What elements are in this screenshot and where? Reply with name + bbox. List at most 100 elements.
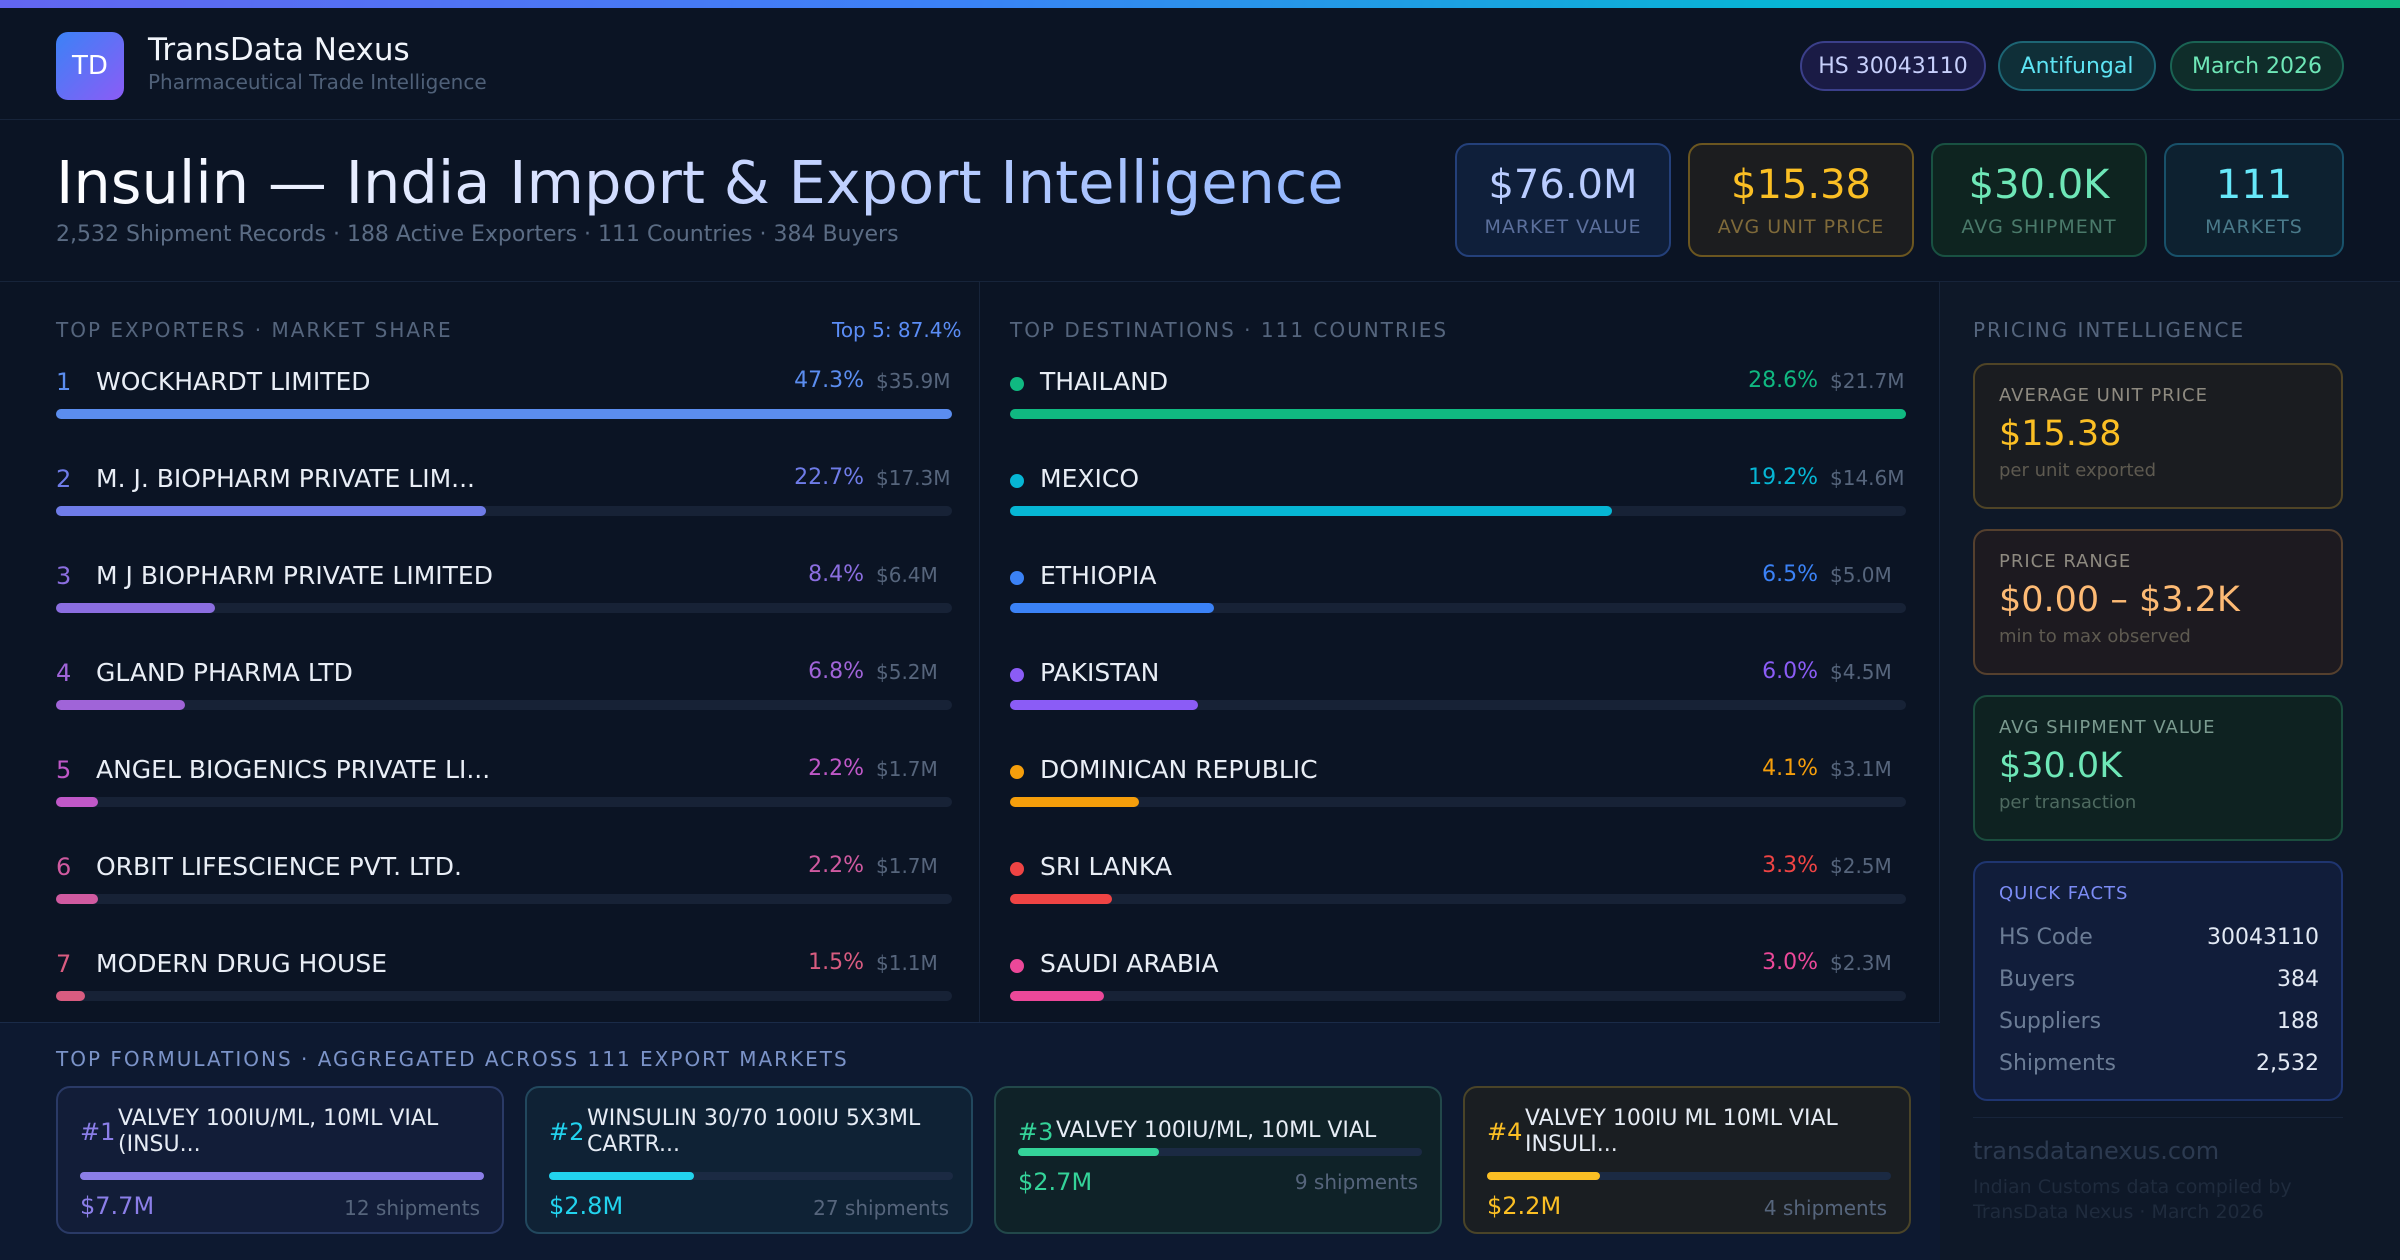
formulation-shipments: 4 shipments — [1763, 1196, 1887, 1220]
kpi-value: $30.0K — [1968, 162, 2110, 208]
formulation-bar-fill — [549, 1172, 695, 1180]
destination-row[interactable]: SAUDI ARABIA 3.0% $2.3M — [1010, 949, 1906, 1010]
exporter-share-pct: 47.3% — [794, 368, 864, 393]
formulation-card[interactable]: #2 WINSULIN 30/70 100IU 5X3ML CARTR... $2.… — [525, 1086, 973, 1234]
formulation-name: VALVEY 100IU ML 10ML VIAL INSULI... — [1525, 1106, 1838, 1157]
destination-share-pct: 4.1% — [1762, 756, 1818, 781]
formulation-rank: #2 — [549, 1118, 585, 1146]
country-dot-icon — [1010, 765, 1024, 779]
formulation-card[interactable]: #4 VALVEY 100IU ML 10ML VIAL INSULI... $2.… — [1463, 1086, 1911, 1234]
share-bar-track — [1010, 409, 1906, 419]
category-pill[interactable]: Antifungal — [1998, 41, 2156, 91]
formulation-bar-fill — [1018, 1148, 1160, 1156]
fact-key: Shipments — [1999, 1051, 2116, 1076]
formulation-card[interactable]: #1 VALVEY 100IU/ML, 10ML VIAL (INSU... $7.… — [56, 1086, 504, 1234]
card-value: $15.38 — [1999, 414, 2122, 454]
destination-amount: $21.7M — [1830, 369, 1905, 393]
formulation-card[interactable]: #3 VALVEY 100IU/ML, 10ML VIAL $2.7M 9 shipm… — [994, 1086, 1442, 1234]
formulation-rank: #4 — [1487, 1118, 1523, 1146]
exporter-rank: 5 — [56, 756, 72, 784]
exporters-panel: TOP EXPORTERS · MARKET SHARE Top 5: 87.4… — [0, 282, 980, 1022]
avg-shipment-value-card: AVG SHIPMENT VALUE $30.0K per transactio… — [1973, 695, 2343, 841]
share-bar-track — [56, 894, 952, 904]
share-bar-fill — [56, 894, 99, 904]
formulation-value: $7.7M — [80, 1192, 155, 1220]
hs-code-pill[interactable]: HS 30043110 — [1800, 41, 1986, 91]
destination-row[interactable]: PAKISTAN 6.0% $4.5M — [1010, 658, 1906, 719]
share-bar-fill — [1010, 603, 1215, 613]
destination-row[interactable]: ETHIOPIA 6.5% $5.0M — [1010, 561, 1906, 622]
destination-amount: $2.5M — [1830, 854, 1892, 878]
exporter-row[interactable]: 4 GLAND PHARMA LTD 6.8% $5.2M — [56, 658, 952, 719]
destination-name: MEXICO — [1040, 464, 1139, 493]
kpi-label: MARKET VALUE — [1484, 216, 1642, 238]
kpi-markets: 111 MARKETS — [2164, 143, 2344, 257]
formulation-value: $2.7M — [1018, 1168, 1093, 1196]
kpi-value: $15.38 — [1731, 162, 1871, 208]
destination-name: DOMINICAN REPUBLIC — [1040, 755, 1318, 784]
site-link[interactable]: transdatanexus.com — [1973, 1137, 2220, 1165]
formulation-name: VALVEY 100IU/ML, 10ML VIAL — [1056, 1118, 1377, 1143]
exporter-row[interactable]: 1 WOCKHARDT LIMITED 47.3% $35.9M — [56, 367, 952, 428]
formulation-bar-fill — [80, 1172, 484, 1180]
exporter-amount: $17.3M — [876, 466, 951, 490]
kpi-avg-unit-price: $15.38 AVG UNIT PRICE — [1688, 143, 1914, 257]
destination-share-pct: 3.3% — [1762, 853, 1818, 878]
formulation-rank: #1 — [80, 1118, 116, 1146]
share-bar-track — [1010, 991, 1906, 1001]
formulation-name: WINSULIN 30/70 100IU 5X3ML CARTR... — [587, 1106, 921, 1157]
app-header: TD TransData Nexus Pharmaceutical Trade … — [0, 8, 2400, 120]
share-bar-track — [56, 603, 952, 613]
destination-amount: $5.0M — [1830, 563, 1892, 587]
share-bar-fill — [56, 991, 85, 1001]
destination-row[interactable]: MEXICO 19.2% $14.6M — [1010, 464, 1906, 525]
share-bar-fill — [56, 797, 99, 807]
fact-row: HS Code 30043110 — [1999, 925, 2319, 955]
country-dot-icon — [1010, 862, 1024, 876]
destination-row[interactable]: THAILAND 28.6% $21.7M — [1010, 367, 1906, 428]
exporter-row[interactable]: 5 ANGEL BIOGENICS PRIVATE LI... 2.2% $1.7M — [56, 755, 952, 816]
fact-row: Buyers 384 — [1999, 967, 2319, 997]
exporter-row[interactable]: 2 M. J. BIOPHARM PRIVATE LIM... 22.7% $17.3… — [56, 464, 952, 525]
exporter-rank: 4 — [56, 659, 72, 687]
share-bar-fill — [1010, 797, 1140, 807]
quick-facts-title: QUICK FACTS — [1999, 883, 2129, 904]
kpi-value: 111 — [2215, 162, 2293, 208]
card-label: AVG SHIPMENT VALUE — [1999, 717, 2216, 738]
title-band: Insulin — India Import & Export Intellig… — [0, 120, 2400, 282]
exporter-row[interactable]: 7 MODERN DRUG HOUSE 1.5% $1.1M — [56, 949, 952, 1010]
exporter-row[interactable]: 6 ORBIT LIFESCIENCE PVT. LTD. 2.2% $1.7M — [56, 852, 952, 913]
exporter-name: M. J. BIOPHARM PRIVATE LIM... — [96, 464, 476, 493]
share-bar-fill — [56, 409, 952, 419]
destination-amount: $14.6M — [1830, 466, 1905, 490]
fact-key: HS Code — [1999, 925, 2093, 950]
exporter-amount: $35.9M — [876, 369, 951, 393]
exporters-title: TOP EXPORTERS · MARKET SHARE — [56, 318, 453, 342]
formulations-title: TOP FORMULATIONS · AGGREGATED ACROSS 111… — [56, 1047, 849, 1071]
card-sub: min to max observed — [1999, 626, 2191, 647]
fact-value: 188 — [2277, 1009, 2319, 1034]
formulation-bar-track — [549, 1172, 953, 1180]
destination-row[interactable]: SRI LANKA 3.3% $2.5M — [1010, 852, 1906, 913]
exporter-name: M J BIOPHARM PRIVATE LIMITED — [96, 561, 493, 590]
kpi-label: AVG UNIT PRICE — [1717, 216, 1885, 238]
formulation-value: $2.2M — [1487, 1192, 1562, 1220]
exporter-row[interactable]: 3 M J BIOPHARM PRIVATE LIMITED 8.4% $6.4M — [56, 561, 952, 622]
card-value: $0.00 – $3.2K — [1999, 580, 2240, 620]
exporter-share-pct: 2.2% — [808, 853, 864, 878]
destination-row[interactable]: DOMINICAN REPUBLIC 4.1% $3.1M — [1010, 755, 1906, 816]
page-subtitle: 2,532 Shipment Records · 188 Active Expo… — [56, 222, 899, 247]
destination-amount: $4.5M — [1830, 660, 1892, 684]
price-range-card: PRICE RANGE $0.00 – $3.2K min to max obs… — [1973, 529, 2343, 675]
share-bar-track — [1010, 603, 1906, 613]
share-bar-track — [1010, 797, 1906, 807]
destination-name: THAILAND — [1040, 367, 1169, 396]
share-bar-fill — [56, 506, 487, 516]
country-dot-icon — [1010, 668, 1024, 682]
destination-name: SAUDI ARABIA — [1040, 949, 1219, 978]
share-bar-fill — [56, 603, 216, 613]
destinations-panel: TOP DESTINATIONS · 111 COUNTRIES — [980, 282, 1940, 1022]
period-pill[interactable]: March 2026 — [2170, 41, 2344, 91]
exporter-share-pct: 22.7% — [794, 465, 864, 490]
exporter-rank: 1 — [56, 368, 72, 396]
